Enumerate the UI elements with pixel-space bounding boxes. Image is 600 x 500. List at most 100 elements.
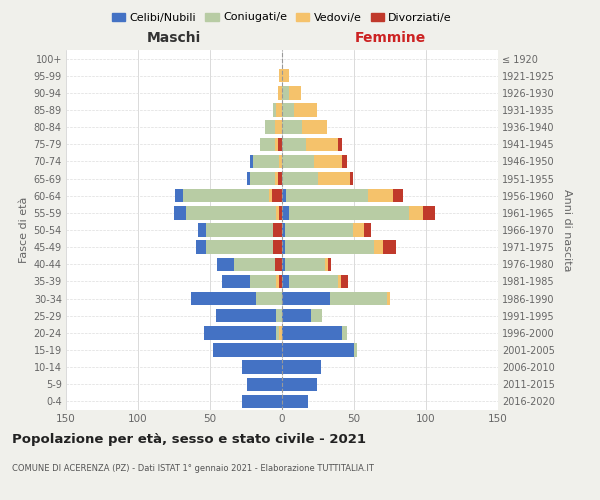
Bar — [387, 292, 390, 306]
Bar — [274, 104, 276, 117]
Bar — [247, 172, 250, 186]
Bar — [282, 258, 285, 271]
Bar — [216, 309, 276, 322]
Bar — [393, 189, 403, 202]
Bar — [289, 274, 338, 288]
Text: COMUNE DI ACERENZA (PZ) - Dati ISTAT 1° gennaio 2021 - Elaborazione TUTTITALIA.I: COMUNE DI ACERENZA (PZ) - Dati ISTAT 1° … — [12, 464, 374, 473]
Bar — [307, 138, 338, 151]
Text: Maschi: Maschi — [147, 31, 201, 45]
Bar — [242, 394, 282, 408]
Bar — [338, 274, 341, 288]
Bar — [276, 309, 282, 322]
Bar — [341, 274, 348, 288]
Bar — [350, 172, 353, 186]
Bar — [174, 206, 185, 220]
Legend: Celibi/Nubili, Coniugati/e, Vedovi/e, Divorziati/e: Celibi/Nubili, Coniugati/e, Vedovi/e, Di… — [107, 8, 457, 27]
Bar — [314, 154, 343, 168]
Bar — [374, 240, 383, 254]
Bar — [318, 172, 350, 186]
Bar — [282, 172, 318, 186]
Bar — [282, 378, 317, 391]
Bar — [329, 292, 387, 306]
Bar — [302, 120, 326, 134]
Bar — [282, 326, 343, 340]
Y-axis label: Anni di nascita: Anni di nascita — [562, 188, 572, 271]
Bar — [175, 189, 182, 202]
Bar — [282, 344, 354, 356]
Bar — [256, 292, 282, 306]
Bar — [278, 86, 282, 100]
Y-axis label: Fasce di età: Fasce di età — [19, 197, 29, 263]
Bar — [311, 309, 322, 322]
Bar — [282, 104, 293, 117]
Bar — [282, 309, 311, 322]
Bar — [276, 274, 279, 288]
Bar — [199, 224, 206, 236]
Bar — [383, 240, 396, 254]
Bar — [282, 120, 302, 134]
Bar — [260, 138, 275, 151]
Bar — [282, 292, 329, 306]
Bar — [274, 224, 282, 236]
Bar — [265, 120, 275, 134]
Bar — [247, 378, 282, 391]
Bar — [185, 206, 276, 220]
Bar — [206, 240, 274, 254]
Bar — [191, 292, 256, 306]
Bar — [328, 258, 331, 271]
Bar — [282, 154, 314, 168]
Bar — [282, 274, 289, 288]
Bar — [275, 120, 282, 134]
Bar — [242, 360, 282, 374]
Bar — [235, 258, 275, 271]
Bar — [279, 206, 282, 220]
Bar — [250, 274, 276, 288]
Bar — [409, 206, 423, 220]
Bar — [221, 274, 250, 288]
Bar — [282, 86, 289, 100]
Bar — [213, 344, 282, 356]
Bar — [279, 326, 282, 340]
Bar — [250, 154, 253, 168]
Bar — [250, 172, 275, 186]
Bar — [289, 86, 301, 100]
Bar — [368, 189, 393, 202]
Bar — [282, 240, 285, 254]
Bar — [276, 326, 279, 340]
Bar — [282, 138, 307, 151]
Bar — [353, 224, 364, 236]
Bar — [325, 258, 328, 271]
Bar — [276, 206, 279, 220]
Bar — [354, 344, 357, 356]
Bar — [289, 206, 409, 220]
Bar — [282, 224, 285, 236]
Bar — [278, 138, 282, 151]
Bar — [282, 394, 308, 408]
Bar — [423, 206, 434, 220]
Bar — [285, 224, 353, 236]
Bar — [182, 189, 269, 202]
Bar — [206, 224, 274, 236]
Text: Popolazione per età, sesso e stato civile - 2021: Popolazione per età, sesso e stato civil… — [12, 432, 366, 446]
Bar — [279, 274, 282, 288]
Bar — [269, 189, 272, 202]
Bar — [338, 138, 343, 151]
Bar — [285, 258, 325, 271]
Bar — [278, 172, 282, 186]
Text: Femmine: Femmine — [355, 31, 425, 45]
Bar — [272, 189, 282, 202]
Bar — [293, 104, 317, 117]
Bar — [364, 224, 371, 236]
Bar — [282, 360, 321, 374]
Bar — [286, 189, 368, 202]
Bar — [196, 240, 206, 254]
Bar — [343, 154, 347, 168]
Bar — [275, 172, 278, 186]
Bar — [275, 258, 282, 271]
Bar — [275, 138, 278, 151]
Bar — [253, 154, 279, 168]
Bar — [204, 326, 276, 340]
Bar — [276, 104, 282, 117]
Bar — [282, 189, 286, 202]
Bar — [282, 69, 289, 82]
